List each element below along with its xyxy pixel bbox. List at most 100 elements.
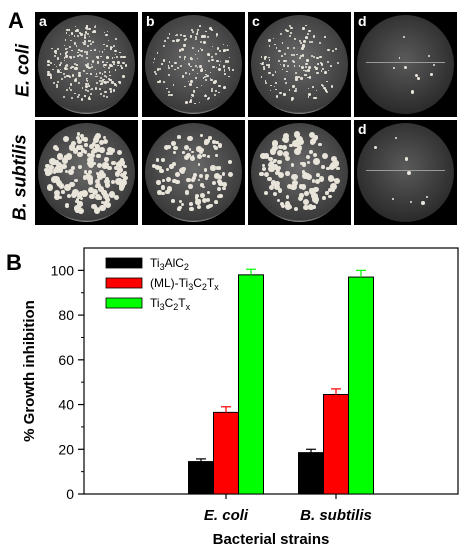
colony-dot: [93, 135, 100, 141]
colony-dot: [99, 80, 102, 83]
colony-dot: [106, 61, 108, 64]
colony-dot: [52, 82, 55, 85]
colony-dot: [206, 138, 210, 143]
colony-dot: [197, 178, 201, 182]
colony-dot: [296, 54, 298, 56]
colony-dot: [108, 67, 110, 69]
colony-dot: [205, 177, 209, 181]
colony-dot: [158, 67, 162, 70]
bar: [348, 276, 374, 495]
colony-dot: [54, 50, 57, 53]
colony-dot: [49, 72, 52, 75]
colony-dot: [109, 64, 112, 67]
colony-dot: [86, 160, 93, 167]
colony-dot: [85, 78, 88, 81]
colony-dot: [66, 74, 69, 78]
colony-dot: [88, 35, 91, 38]
colony-dot: [403, 66, 407, 70]
colony-dot: [104, 179, 110, 185]
colony-dot: [294, 87, 297, 90]
colony-dot: [215, 33, 219, 36]
colony-dot: [95, 193, 102, 200]
colony-dot: [223, 69, 225, 71]
colony-dot: [302, 27, 305, 30]
colony-dot: [404, 156, 409, 161]
colony-dot: [75, 199, 79, 204]
colony-dot: [177, 134, 181, 139]
colony-dot: [211, 90, 214, 93]
colony-dot: [278, 49, 281, 53]
colony-dot: [102, 200, 109, 207]
colony-dot: [289, 143, 293, 148]
colony-dot: [63, 67, 67, 70]
colony-dot: [204, 78, 207, 81]
colony-dot: [64, 65, 67, 67]
colony-dot: [168, 90, 171, 93]
colony-dot: [277, 149, 284, 156]
colony-dot: [76, 95, 79, 98]
legend-label-part: Ti: [150, 256, 160, 270]
colony-dot: [307, 204, 313, 210]
colony-dot: [45, 168, 53, 175]
colony-dot: [398, 57, 401, 59]
colony-dot: [308, 93, 311, 96]
colony-dot: [75, 64, 77, 67]
petri-dish: [357, 123, 454, 222]
colony-dot: [189, 206, 194, 211]
colony-dot: [293, 206, 298, 211]
colony-dot: [196, 28, 200, 32]
colony-dot: [214, 90, 217, 93]
colony-dot: [162, 44, 166, 47]
colony-dot: [162, 59, 166, 62]
colony-dot: [325, 191, 329, 195]
colony-dot: [156, 52, 159, 55]
colony-dot: [85, 172, 89, 176]
colony-dot: [74, 79, 77, 82]
colony-dot: [74, 93, 76, 95]
colony-dot: [217, 195, 221, 199]
colony-dot: [79, 49, 83, 53]
colony-dot: [85, 85, 88, 89]
colony-dot: [316, 71, 319, 74]
colony-dot: [120, 157, 125, 163]
colony-dot: [69, 56, 73, 59]
colony-dot: [49, 73, 52, 76]
streak-line: [366, 62, 445, 63]
colony-dot: [209, 71, 212, 74]
colony-dot: [199, 134, 203, 138]
colony-dot: [296, 145, 302, 151]
colony-dot: [298, 65, 301, 67]
legend-label-part: x: [186, 302, 191, 312]
colony-dot: [217, 143, 222, 148]
colony-dot: [184, 85, 187, 88]
colony-dot: [62, 72, 65, 75]
colony-dot: [203, 168, 207, 172]
colony-dot: [83, 169, 88, 174]
colony-dot: [110, 160, 116, 166]
colony-dot: [109, 79, 111, 81]
colony-dot: [189, 155, 195, 161]
colony-dot: [104, 70, 107, 73]
colony-dot: [65, 55, 68, 58]
colony-dot: [191, 93, 195, 97]
colony-dot: [98, 50, 101, 52]
colony-dot: [291, 97, 294, 100]
colony-dot: [65, 32, 68, 34]
colony-dot: [192, 31, 195, 34]
colony-dot: [185, 101, 189, 104]
colony-dot: [183, 55, 186, 58]
colony-dot: [111, 57, 113, 59]
colony-dot: [269, 148, 276, 155]
colony-dot: [104, 91, 107, 94]
colony-dot: [290, 32, 293, 34]
colony-dot: [275, 88, 278, 91]
colony-dot: [60, 71, 63, 74]
colony-dot: [52, 68, 54, 71]
colony-dot: [290, 53, 292, 55]
colony-dot: [102, 61, 104, 63]
plate-photo: [248, 120, 351, 225]
panel-a-letter: A: [8, 8, 24, 33]
colony-dot: [69, 39, 72, 42]
colony-dot: [160, 157, 166, 163]
